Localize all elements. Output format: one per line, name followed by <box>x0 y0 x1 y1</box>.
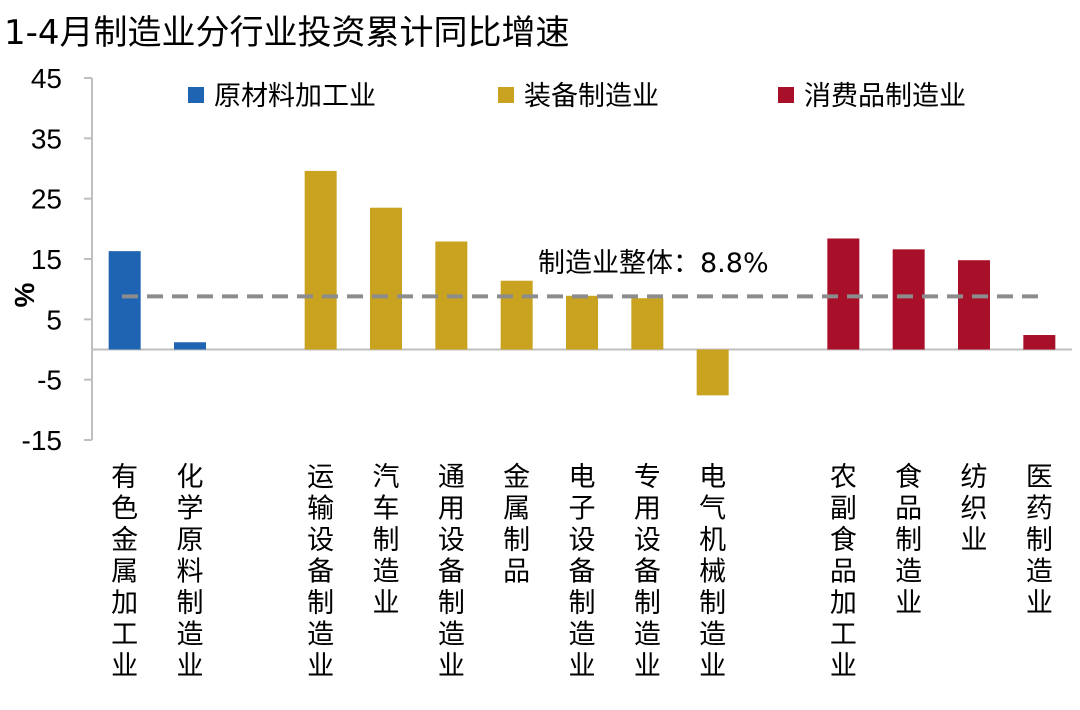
bar <box>696 349 729 396</box>
bar <box>174 342 206 350</box>
legend-label: 原材料加工业 <box>214 81 376 112</box>
x-category-label: 农副食品加工业 <box>830 462 857 682</box>
legend-swatch <box>778 87 794 103</box>
y-tick-label: -5 <box>37 365 62 396</box>
bar <box>566 295 598 350</box>
bar <box>631 298 664 350</box>
reference-line-label: 制造业整体：8.8% <box>538 248 769 279</box>
x-category-label: 电子设备制造业 <box>569 462 596 682</box>
y-tick-label: 25 <box>31 184 62 215</box>
y-tick-label: 45 <box>31 63 62 94</box>
bar <box>827 238 860 350</box>
y-tick-label: 35 <box>31 123 62 154</box>
x-category-label: 电气机械制造业 <box>699 462 726 682</box>
x-category-label: 食品制造业 <box>895 462 922 619</box>
bar <box>1023 335 1056 350</box>
y-tick-label: 5 <box>46 304 62 335</box>
x-category-label: 通用设备制造业 <box>438 462 465 682</box>
legend-label: 装备制造业 <box>524 81 659 112</box>
x-category-label: 有色金属加工业 <box>111 462 138 682</box>
category-labels: 有色金属加工业 化学原料制造业 运输设备制造业 汽车制造业 通用设备制造业 金属制品 电子设… <box>111 462 1053 682</box>
x-category-label: 医药制造业 <box>1026 462 1053 619</box>
legend-swatch <box>188 87 204 103</box>
x-category-label: 运输设备制造业 <box>307 462 334 682</box>
reference-line-group: 制造业整体：8.8% <box>122 248 1040 299</box>
bar <box>370 207 402 350</box>
chart-title: 1-4月制造业分行业投资累计同比增速 <box>4 13 570 53</box>
x-category-label: 纺织业 <box>961 462 988 556</box>
legend-swatch <box>498 87 514 103</box>
bar <box>304 170 337 350</box>
y-tick-label: 15 <box>31 244 62 275</box>
x-category-label: 专用设备制造业 <box>634 462 661 682</box>
bar <box>958 260 990 350</box>
x-category-label: 化学原料制造业 <box>177 462 204 682</box>
bar <box>500 280 533 350</box>
x-category-label: 金属制品 <box>503 462 530 588</box>
x-category-label: 汽车制造业 <box>373 462 400 619</box>
bars <box>108 170 1056 396</box>
y-tick-label: -15 <box>22 425 62 456</box>
legend: 原材料加工业 装备制造业 消费品制造业 <box>188 81 966 112</box>
y-axis-ticks: 45 35 25 15 5 -5 -15 <box>22 63 62 456</box>
bar <box>892 249 925 350</box>
y-axis-label: % <box>9 282 40 307</box>
bar <box>108 251 141 350</box>
legend-label: 消费品制造业 <box>804 81 966 112</box>
